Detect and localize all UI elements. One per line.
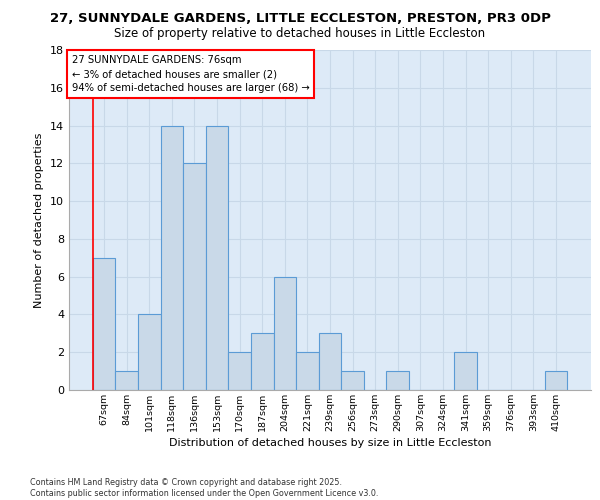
Bar [115, 371, 138, 390]
Bar [296, 352, 319, 390]
Bar [251, 334, 274, 390]
Bar [341, 371, 364, 390]
Bar [206, 126, 229, 390]
Text: Size of property relative to detached houses in Little Eccleston: Size of property relative to detached ho… [115, 28, 485, 40]
Bar [545, 371, 567, 390]
Bar [229, 352, 251, 390]
Bar [161, 126, 183, 390]
Text: 27, SUNNYDALE GARDENS, LITTLE ECCLESTON, PRESTON, PR3 0DP: 27, SUNNYDALE GARDENS, LITTLE ECCLESTON,… [50, 12, 550, 26]
Bar [319, 334, 341, 390]
Text: 27 SUNNYDALE GARDENS: 76sqm
← 3% of detached houses are smaller (2)
94% of semi-: 27 SUNNYDALE GARDENS: 76sqm ← 3% of deta… [71, 55, 310, 93]
Bar [454, 352, 477, 390]
Bar [274, 276, 296, 390]
Bar [138, 314, 161, 390]
Bar [386, 371, 409, 390]
Bar [183, 164, 206, 390]
X-axis label: Distribution of detached houses by size in Little Eccleston: Distribution of detached houses by size … [169, 438, 491, 448]
Y-axis label: Number of detached properties: Number of detached properties [34, 132, 44, 308]
Bar [93, 258, 115, 390]
Text: Contains HM Land Registry data © Crown copyright and database right 2025.
Contai: Contains HM Land Registry data © Crown c… [30, 478, 379, 498]
